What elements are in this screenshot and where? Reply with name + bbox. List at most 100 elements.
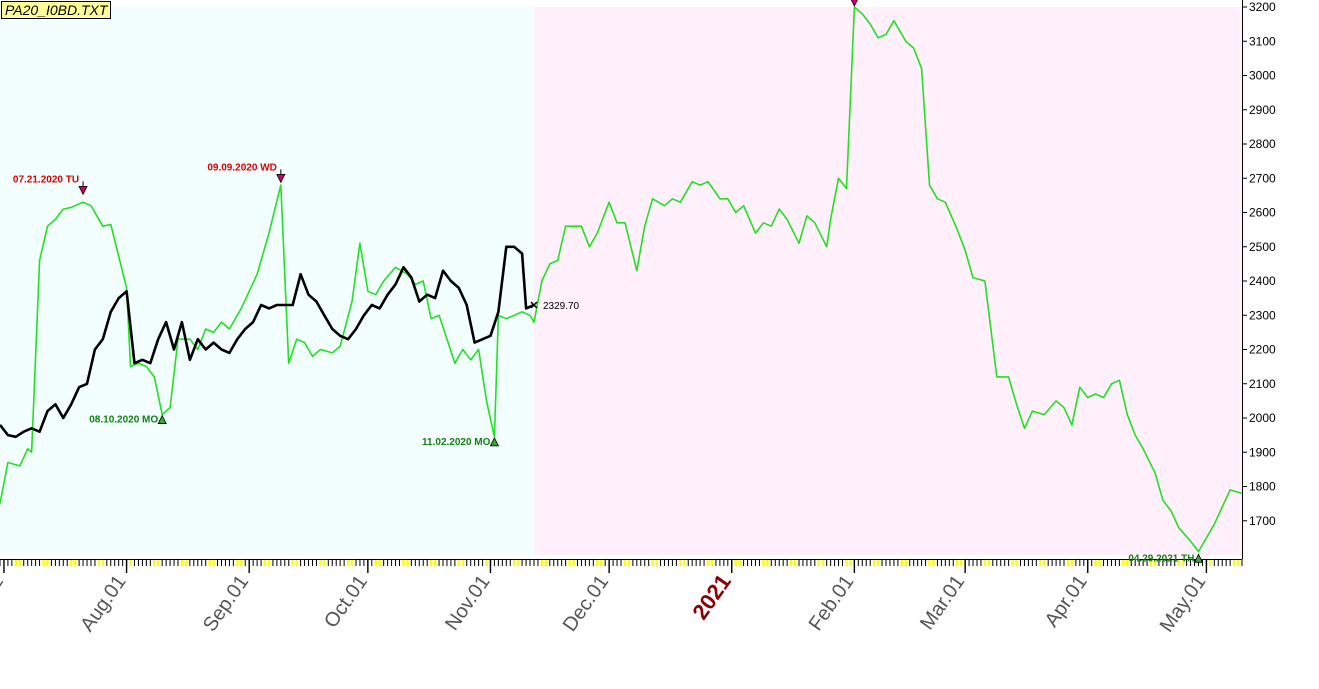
y-tick-label: 2000 <box>1249 411 1276 425</box>
x-weekend-tick <box>679 560 682 566</box>
x-weekend-tick <box>1094 560 1097 566</box>
x-weekend-tick <box>346 560 350 566</box>
history-region <box>0 7 534 555</box>
x-weekend-tick <box>655 560 658 566</box>
x-weekend-tick <box>651 560 654 566</box>
last-value-marker <box>530 301 538 309</box>
x-weekend-tick <box>429 560 433 566</box>
x-weekend-tick <box>734 560 737 566</box>
low-marker <box>157 414 167 424</box>
x-weekend-tick <box>157 560 160 566</box>
x-tick-label: Dec.01 <box>559 571 613 636</box>
x-weekend-tick <box>180 560 184 566</box>
last-value-label: 2329.70 <box>543 301 580 312</box>
chart-annotations: 2329.70 07.21.2020 TU 08.10.2020 MO 09.09.2… <box>13 0 1204 564</box>
x-tick-label: May.01 <box>1156 571 1211 636</box>
x-weekend-tick <box>457 560 461 566</box>
x-weekend-tick <box>212 560 215 566</box>
x-tick-label: Apr.01 <box>1041 571 1092 631</box>
high-marker <box>850 0 858 7</box>
x-weekend-tick <box>236 560 239 566</box>
x-weekend-tick <box>817 560 820 566</box>
x-weekend-tick <box>378 560 381 566</box>
y-tick-label: 2100 <box>1249 377 1276 391</box>
x-weekend-tick <box>101 560 105 566</box>
x-weekend-tick <box>184 560 188 566</box>
low-marker <box>489 436 500 447</box>
x-weekend-tick <box>374 560 377 566</box>
x-weekend-tick <box>706 560 710 566</box>
price-history-line <box>0 245 535 439</box>
x-weekend-tick <box>956 560 959 566</box>
x-weekend-tick <box>42 560 45 566</box>
x-weekend-tick <box>240 560 243 566</box>
x-weekend-tick <box>1122 560 1125 566</box>
x-weekend-tick <box>1043 560 1046 566</box>
low-marker <box>1193 553 1204 563</box>
y-tick-label: 1900 <box>1249 445 1276 459</box>
x-weekend-tick <box>1039 560 1042 566</box>
x-tick-label: Oct.01 <box>320 571 372 632</box>
x-weekend-tick <box>876 560 880 566</box>
x-weekend-tick <box>319 560 322 566</box>
x-weekend-tick <box>208 560 211 566</box>
x-weekend-tick <box>845 560 848 566</box>
x-weekend-tick <box>1232 560 1236 566</box>
x-weekend-tick <box>544 560 548 566</box>
x-weekend-tick <box>928 560 931 566</box>
x-weekend-tick <box>18 560 21 566</box>
x-weekend-tick <box>97 560 101 566</box>
low-date-label: 04.29.2021 TH <box>1128 553 1194 564</box>
x-tick-label: Feb.01 <box>805 571 859 635</box>
x-weekend-tick <box>263 560 267 566</box>
y-tick-label: 1700 <box>1249 514 1276 528</box>
x-weekend-tick <box>513 560 516 566</box>
x-weekend-tick <box>872 560 876 566</box>
high-date-label: 07.21.2020 TU <box>13 174 79 185</box>
x-weekend-tick <box>73 560 77 566</box>
x-weekend-tick <box>516 560 520 566</box>
x-weekend-tick <box>627 560 631 566</box>
chart-series <box>0 6 1243 553</box>
x-weekend-tick <box>738 560 741 566</box>
y-tick-label: 2600 <box>1249 206 1276 220</box>
x-weekend-tick <box>762 560 765 566</box>
y-tick-label: 2700 <box>1249 171 1276 185</box>
x-weekend-tick <box>1011 560 1014 566</box>
x-tick-label: Nov.01 <box>441 571 495 634</box>
x-tick-label: Mar.01 <box>916 571 969 634</box>
x-weekend-tick <box>623 560 627 566</box>
x-weekend-tick <box>291 560 294 566</box>
y-tick-label: 3000 <box>1249 69 1276 83</box>
x-weekend-tick <box>129 560 132 566</box>
x-weekend-tick <box>69 560 73 566</box>
x-weekend-tick <box>402 560 405 566</box>
x-weekend-tick <box>461 560 464 566</box>
x-weekend-tick <box>849 560 852 566</box>
y-tick-label: 1800 <box>1249 480 1276 494</box>
x-weekend-tick <box>600 560 603 566</box>
y-tick-label: 3200 <box>1249 0 1276 14</box>
x-tick-label: Aug.01 <box>76 571 130 636</box>
x-weekend-tick <box>987 560 991 566</box>
x-weekend-tick <box>766 560 769 566</box>
x-weekend-tick <box>1153 560 1157 566</box>
x-tick-label: 2021 <box>687 570 736 624</box>
x-weekend-tick <box>14 560 18 566</box>
x-weekend-tick <box>540 560 544 566</box>
chart-background <box>0 7 1242 555</box>
forecast-line <box>0 6 1243 553</box>
x-tick-label: Sep.01 <box>199 571 253 636</box>
x-weekend-tick <box>1015 560 1018 566</box>
x-weekend-tick <box>1149 560 1153 566</box>
x-weekend-tick <box>1181 560 1184 566</box>
x-weekend-tick <box>1070 560 1074 566</box>
high-date-label: 09.09.2020 WD <box>207 162 277 173</box>
x-weekend-tick <box>904 560 907 566</box>
y-tick-label: 2800 <box>1249 137 1276 151</box>
y-tick-label: 2200 <box>1249 343 1276 357</box>
x-weekend-tick <box>323 560 326 566</box>
x-weekend-tick <box>1209 560 1212 566</box>
x-weekend-tick <box>568 560 571 566</box>
x-weekend-tick <box>350 560 354 566</box>
